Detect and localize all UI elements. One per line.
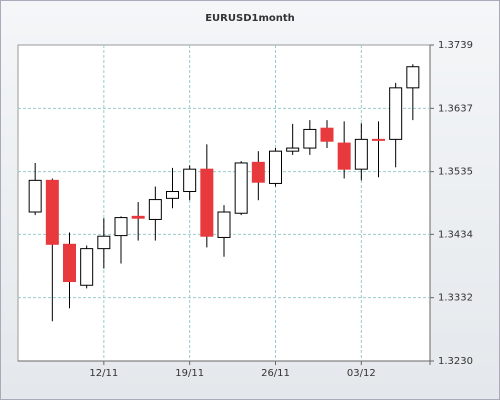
candle-body (286, 147, 300, 152)
candle-body (148, 199, 162, 220)
candle-body (80, 248, 94, 286)
candle-body (45, 179, 59, 245)
x-tick-label: 19/11 (175, 368, 204, 379)
y-tick-label: 1.3637 (438, 103, 473, 114)
candle-body (354, 138, 368, 170)
candle-body (269, 150, 282, 184)
candle-body (406, 66, 420, 89)
candle-body (320, 127, 334, 142)
candle-body (303, 128, 317, 149)
plot-area (17, 44, 431, 362)
y-tick-label: 1.3739 (438, 40, 473, 51)
y-tick-label: 1.3535 (438, 167, 473, 178)
candle-body (200, 168, 214, 237)
y-tick-label: 1.3434 (438, 229, 473, 240)
y-tick-label: 1.3230 (438, 356, 473, 367)
chart-title: EURUSD1month (205, 13, 295, 24)
candle-body (28, 179, 42, 213)
candle-body (166, 191, 179, 199)
y-tick-label: 1.3332 (438, 293, 473, 304)
candle-body (234, 162, 248, 214)
candle-body (389, 87, 403, 140)
x-tick-label: 12/11 (89, 368, 118, 379)
x-tick-label: 03/12 (347, 368, 376, 379)
candle-body (97, 235, 111, 250)
candle-body (131, 215, 145, 219)
x-tick-label: 26/11 (261, 368, 290, 379)
candle-body (217, 211, 231, 238)
candle-body (63, 243, 76, 283)
candle-body (337, 142, 351, 170)
candle-body (183, 168, 197, 193)
candle-body (114, 217, 128, 237)
candle-body (251, 161, 265, 183)
candle-body (372, 138, 385, 141)
